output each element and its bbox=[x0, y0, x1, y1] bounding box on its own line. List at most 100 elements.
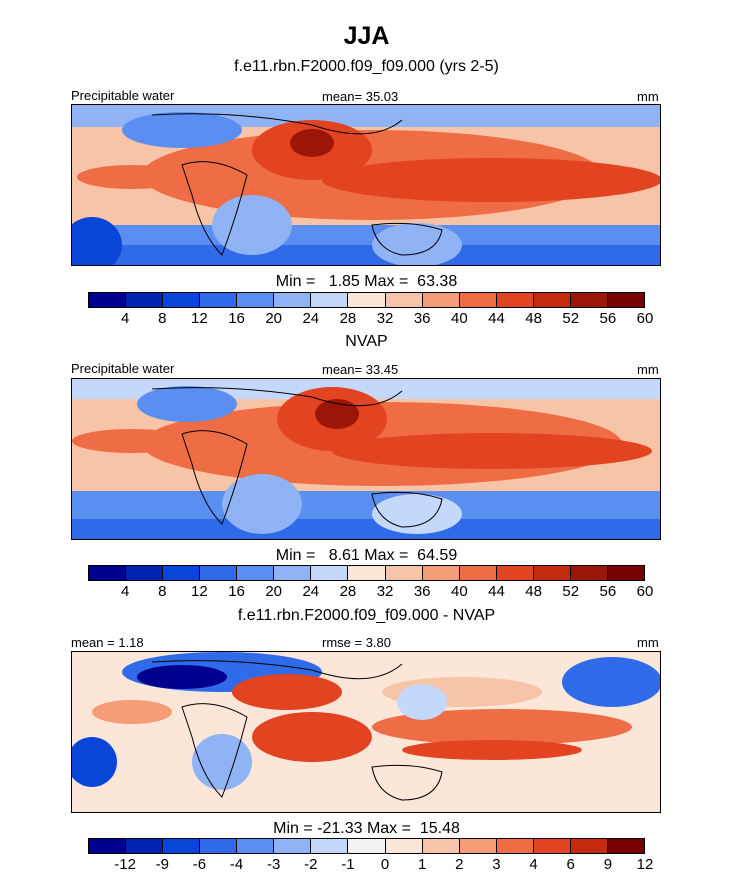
colorbar-tick-label: 52 bbox=[562, 583, 580, 600]
colorbar-swatch bbox=[163, 566, 201, 580]
panel1-minmax: Min = 1.85 Max = 63.38 bbox=[275, 273, 458, 290]
figure-title: JJA bbox=[343, 22, 390, 50]
colorbar-swatch bbox=[163, 293, 201, 307]
colorbar-swatch bbox=[274, 293, 312, 307]
panel1-mean-label: mean= 35.03 bbox=[322, 89, 399, 104]
panel3-colorbar-ticks: -12 -9 -6 -4 -3 -2 -1 0 1 2 3 4 6 9 12 bbox=[88, 856, 653, 876]
colorbar-swatch bbox=[459, 839, 497, 853]
colorbar-swatch bbox=[385, 293, 423, 307]
colorbar-swatch bbox=[607, 566, 644, 580]
panel2-map bbox=[71, 378, 661, 540]
colorbar-swatch bbox=[126, 293, 164, 307]
panel3-minmax: Min = -21.33 Max = 15.48 bbox=[273, 820, 460, 837]
colorbar-tick-label: -4 bbox=[229, 856, 244, 873]
colorbar-swatch bbox=[607, 839, 644, 853]
colorbar-tick-label: 12 bbox=[191, 310, 208, 327]
colorbar-tick-label: 60 bbox=[636, 583, 654, 600]
colorbar-swatch bbox=[126, 566, 164, 580]
colorbar-tick-label: 60 bbox=[636, 310, 654, 327]
colorbar-tick-label: 40 bbox=[450, 310, 468, 327]
colorbar-tick-label: 56 bbox=[599, 310, 617, 327]
colorbar-swatch bbox=[89, 293, 127, 307]
panel2-minmax: Min = 8.61 Max = 64.59 bbox=[275, 547, 458, 564]
colorbar-tick-label: 4 bbox=[120, 310, 130, 327]
panel1-heading: f.e11.rbn.F2000.f09_f09.000 (yrs 2-5) bbox=[234, 58, 499, 75]
colorbar-swatch bbox=[348, 566, 386, 580]
colorbar-swatch bbox=[89, 839, 127, 853]
panel1-map bbox=[71, 104, 661, 266]
colorbar-tick-label: -2 bbox=[304, 856, 318, 873]
colorbar-tick-label: 24 bbox=[302, 310, 320, 327]
colorbar-tick-label: 4 bbox=[529, 856, 538, 873]
colorbar-swatch bbox=[496, 839, 534, 853]
colorbar-swatch bbox=[422, 839, 460, 853]
panel2-map-field bbox=[72, 379, 660, 539]
colorbar-tick-label: 24 bbox=[302, 583, 320, 600]
colorbar-tick-label: 16 bbox=[228, 310, 245, 327]
panel2-mean-label: mean= 33.45 bbox=[322, 362, 399, 377]
colorbar-tick-label: 40 bbox=[450, 583, 468, 600]
colorbar-swatch bbox=[311, 293, 349, 307]
colorbar-tick-label: 8 bbox=[158, 583, 167, 600]
panel2-colorbar bbox=[88, 565, 645, 581]
colorbar-tick-label: -3 bbox=[266, 856, 281, 873]
colorbar-tick-label: 6 bbox=[566, 856, 575, 873]
colorbar-tick-label: 16 bbox=[228, 583, 245, 600]
panel2-units-label: mm bbox=[637, 362, 659, 377]
colorbar-tick-label: -6 bbox=[192, 856, 207, 873]
colorbar-swatch bbox=[348, 293, 386, 307]
panel3-map-field bbox=[72, 652, 660, 812]
colorbar-swatch bbox=[570, 566, 608, 580]
panel1-variable-label: Precipitable water bbox=[71, 88, 175, 103]
colorbar-tick-label: 12 bbox=[191, 583, 208, 600]
colorbar-tick-label: 12 bbox=[636, 856, 654, 873]
colorbar-swatch bbox=[200, 566, 238, 580]
colorbar-tick-label: 2 bbox=[455, 856, 464, 873]
colorbar-swatch bbox=[533, 293, 571, 307]
colorbar-tick-label: 28 bbox=[339, 310, 357, 327]
colorbar-swatch bbox=[533, 566, 571, 580]
colorbar-swatch bbox=[274, 566, 312, 580]
colorbar-swatch bbox=[422, 566, 460, 580]
colorbar-swatch bbox=[237, 293, 275, 307]
colorbar-tick-label: 44 bbox=[488, 310, 505, 327]
colorbar-tick-label: 4 bbox=[120, 583, 130, 600]
colorbar-tick-label: 28 bbox=[339, 583, 357, 600]
panel3-map bbox=[71, 651, 661, 813]
panel1-units-label: mm bbox=[637, 89, 659, 104]
colorbar-swatch bbox=[533, 839, 571, 853]
colorbar-swatch bbox=[570, 293, 608, 307]
panel2-colorbar-ticks: 4 8 12 16 20 24 28 32 36 40 44 48 52 56 60 bbox=[88, 583, 653, 603]
colorbar-tick-label: 32 bbox=[376, 583, 394, 600]
colorbar-swatch bbox=[200, 839, 238, 853]
panel2-heading: NVAP bbox=[345, 333, 388, 350]
panel3-units-label: mm bbox=[637, 635, 659, 650]
colorbar-tick-label: -9 bbox=[155, 856, 169, 873]
colorbar-tick-label: 44 bbox=[488, 583, 505, 600]
colorbar-swatch bbox=[496, 566, 534, 580]
colorbar-tick-label: 48 bbox=[525, 583, 542, 600]
colorbar-swatch bbox=[348, 839, 386, 853]
colorbar-swatch bbox=[459, 293, 497, 307]
panel3-rmse-label: rmse = 3.80 bbox=[322, 635, 392, 650]
colorbar-tick-label: 8 bbox=[158, 310, 167, 327]
colorbar-swatch bbox=[607, 293, 644, 307]
panel1-colorbar bbox=[88, 292, 645, 308]
colorbar-tick-label: 0 bbox=[380, 856, 390, 873]
panel2-variable-label: Precipitable water bbox=[71, 361, 175, 376]
colorbar-tick-label: 36 bbox=[413, 583, 431, 600]
colorbar-swatch bbox=[237, 839, 275, 853]
panel3-heading: f.e11.rbn.F2000.f09_f09.000 - NVAP bbox=[237, 607, 496, 624]
colorbar-swatch bbox=[496, 293, 534, 307]
colorbar-swatch bbox=[126, 839, 164, 853]
colorbar-tick-label: 56 bbox=[599, 583, 617, 600]
colorbar-tick-label: 9 bbox=[603, 856, 613, 873]
colorbar-swatch bbox=[422, 293, 460, 307]
colorbar-tick-label: 3 bbox=[492, 856, 501, 873]
colorbar-swatch bbox=[570, 839, 608, 853]
colorbar-tick-label: -12 bbox=[114, 856, 136, 873]
panel1-colorbar-ticks: 4 8 12 16 20 24 28 32 36 40 44 48 52 56 60 bbox=[88, 310, 653, 330]
colorbar-swatch bbox=[89, 566, 127, 580]
colorbar-tick-label: -1 bbox=[341, 856, 355, 873]
panel3-mean-label: mean = 1.18 bbox=[71, 635, 144, 650]
